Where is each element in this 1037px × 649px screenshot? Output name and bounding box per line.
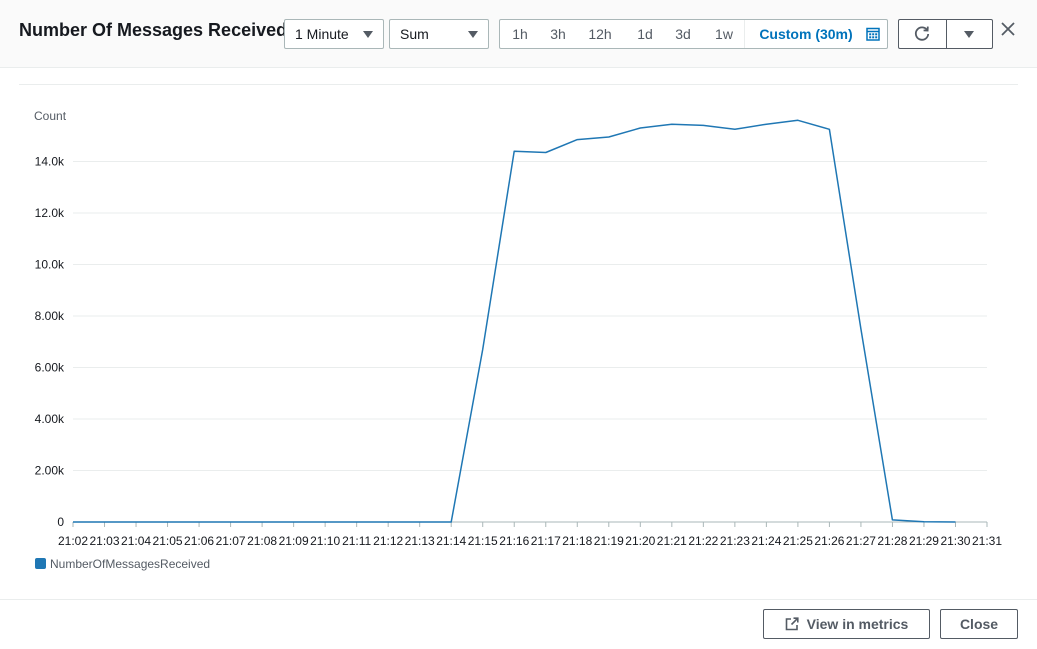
y-tick-label: 8.00k: [35, 309, 65, 323]
x-tick-label: 21:22: [688, 534, 718, 548]
modal-header: Number Of Messages Received 1 Minute Sum…: [0, 0, 1037, 68]
x-tick-label: 21:23: [720, 534, 750, 548]
view-in-metrics-label: View in metrics: [806, 616, 909, 632]
x-tick-label: 21:10: [310, 534, 340, 548]
legend-swatch: [35, 558, 46, 569]
x-tick-label: 21:11: [342, 534, 371, 548]
refresh-options-caret-icon[interactable]: [964, 31, 974, 38]
x-tick-label: 21:29: [909, 534, 939, 548]
x-tick-label: 21:19: [594, 534, 624, 548]
x-tick-label: 21:30: [940, 534, 970, 548]
x-tick-label: 21:05: [153, 534, 183, 548]
y-tick-label: 4.00k: [35, 412, 65, 426]
range-option-12h[interactable]: 12h: [588, 26, 612, 42]
x-tick-label: 21:12: [373, 534, 403, 548]
range-option-3h[interactable]: 3h: [550, 26, 566, 42]
x-tick-label: 21:14: [436, 534, 466, 548]
chart-legend[interactable]: NumberOfMessagesReceived: [35, 557, 210, 571]
x-tick-label: 21:13: [405, 534, 435, 548]
close-button[interactable]: Close: [940, 609, 1018, 639]
y-tick-label: 10.0k: [35, 258, 65, 272]
x-tick-label: 21:18: [562, 534, 592, 548]
external-link-icon: [785, 617, 799, 631]
y-tick-label: 2.00k: [35, 464, 65, 478]
button-group-divider: [946, 20, 947, 48]
statistic-select[interactable]: Sum: [389, 19, 489, 49]
caret-down-icon: [468, 31, 478, 38]
legend-label: NumberOfMessagesReceived: [50, 557, 211, 571]
close-button-label: Close: [959, 616, 999, 632]
x-tick-label: 21:21: [657, 534, 687, 548]
x-tick-label: 21:16: [499, 534, 529, 548]
refresh-button-group: [898, 19, 993, 49]
x-tick-label: 21:27: [846, 534, 876, 548]
y-tick-label: 14.0k: [35, 155, 65, 169]
y-tick-label: 6.00k: [35, 361, 65, 375]
range-option-1d[interactable]: 1d: [637, 26, 653, 42]
line-chart: Count 0 2.00k 4.00k 6.00k 8.00k 10.0k 12.0k 14.0…: [34, 109, 1002, 548]
x-tick-label: 21:03: [90, 534, 120, 548]
view-in-metrics-button[interactable]: View in metrics: [763, 609, 930, 639]
x-tick-label: 21:06: [184, 534, 214, 548]
refresh-icon[interactable]: [913, 25, 931, 43]
x-tick-label: 21:17: [531, 534, 561, 548]
range-option-1w[interactable]: 1w: [715, 26, 733, 42]
modal-title: Number Of Messages Received: [19, 20, 288, 40]
x-tick-label: 21:15: [468, 534, 498, 548]
caret-down-icon: [363, 31, 373, 38]
x-tick-label: 21:26: [814, 534, 844, 548]
y-axis-title: Count: [34, 109, 67, 123]
x-tick-label: 21:24: [751, 534, 781, 548]
range-option-custom[interactable]: Custom (30m): [759, 26, 853, 42]
calendar-icon[interactable]: [866, 27, 880, 41]
period-select[interactable]: 1 Minute: [284, 19, 384, 49]
period-select-value: 1 Minute: [295, 26, 349, 42]
x-tick-label: 21:25: [783, 534, 813, 548]
series-line-NumberOfMessagesReceived: [73, 119, 956, 523]
x-tick-label: 21:09: [279, 534, 309, 548]
range-divider: [744, 20, 745, 48]
y-tick-label: 12.0k: [35, 206, 65, 220]
x-tick-label: 21:02: [58, 534, 88, 548]
x-tick-label: 21:08: [247, 534, 277, 548]
content-divider: [19, 84, 1018, 85]
time-range-selector: 1h 3h 12h 1d 3d 1w Custom (30m): [499, 19, 888, 49]
x-tick-label: 21:07: [216, 534, 246, 548]
range-option-1h[interactable]: 1h: [512, 26, 528, 42]
footer-divider: [0, 599, 1037, 600]
range-option-3d[interactable]: 3d: [675, 26, 691, 42]
statistic-select-value: Sum: [400, 26, 429, 42]
x-tick-label: 21:31: [972, 534, 1002, 548]
close-icon[interactable]: [999, 20, 1017, 38]
x-tick-label: 21:04: [121, 534, 151, 548]
y-tick-label: 0: [57, 515, 64, 529]
x-tick-label: 21:20: [625, 534, 655, 548]
x-tick-label: 21:28: [877, 534, 907, 548]
